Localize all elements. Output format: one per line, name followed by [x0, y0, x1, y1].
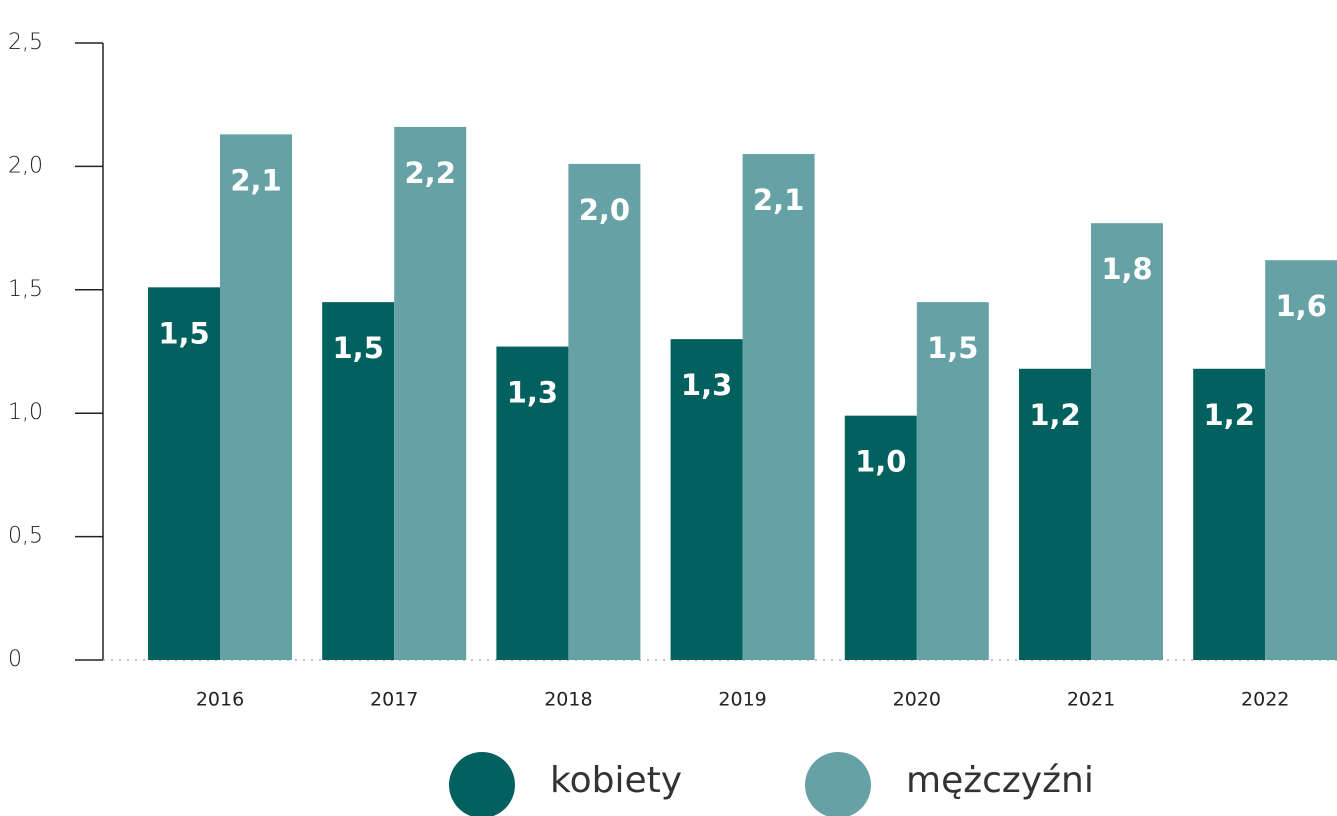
- value-label: 1,3: [681, 368, 732, 402]
- x-tick-label: 2018: [544, 689, 592, 711]
- bar: [496, 346, 569, 660]
- value-label: 1,0: [855, 445, 906, 479]
- y-tick-label: 0,5: [8, 524, 43, 549]
- legend-label: mężczyźni: [906, 760, 1094, 801]
- bar: [148, 287, 220, 660]
- bar: [1265, 260, 1337, 660]
- value-label: 1,5: [158, 316, 209, 350]
- x-tick-label: 2016: [196, 689, 244, 711]
- bar: [1019, 368, 1091, 660]
- value-label: 1,5: [333, 331, 384, 365]
- value-label: 1,6: [1276, 289, 1327, 323]
- value-label: 1,2: [1204, 398, 1255, 432]
- legend-swatch: [805, 752, 871, 816]
- x-tick-label: 2022: [1241, 689, 1289, 711]
- value-label: 2,1: [230, 163, 281, 197]
- value-label: 1,8: [1101, 252, 1152, 286]
- bar: [1193, 368, 1266, 660]
- bar: [394, 126, 467, 661]
- y-tick-label: 1,0: [8, 400, 43, 425]
- y-tick-label: 2,5: [8, 30, 43, 55]
- y-tick-label: 0: [8, 647, 22, 672]
- x-tick-label: 2019: [718, 689, 766, 711]
- bar: [322, 302, 395, 660]
- bar: [742, 154, 815, 660]
- bar: [220, 134, 292, 661]
- y-tick-label: 1,5: [8, 277, 43, 302]
- x-tick-label: 2021: [1067, 689, 1115, 711]
- bar: [568, 163, 641, 660]
- legend-label: kobiety: [550, 760, 682, 801]
- value-label: 2,1: [753, 183, 804, 217]
- value-label: 1,2: [1029, 398, 1080, 432]
- value-label: 2,0: [579, 193, 630, 227]
- value-label: 2,2: [405, 156, 456, 190]
- y-tick-label: 2,0: [8, 153, 43, 178]
- bar: [1091, 223, 1163, 660]
- value-label: 1,5: [927, 331, 978, 365]
- bar: [670, 339, 743, 660]
- x-tick-label: 2017: [370, 689, 418, 711]
- legend-swatch: [449, 752, 515, 816]
- bar: [844, 415, 917, 660]
- bar: [916, 302, 989, 660]
- x-tick-label: 2020: [893, 689, 941, 711]
- value-label: 1,3: [507, 376, 558, 410]
